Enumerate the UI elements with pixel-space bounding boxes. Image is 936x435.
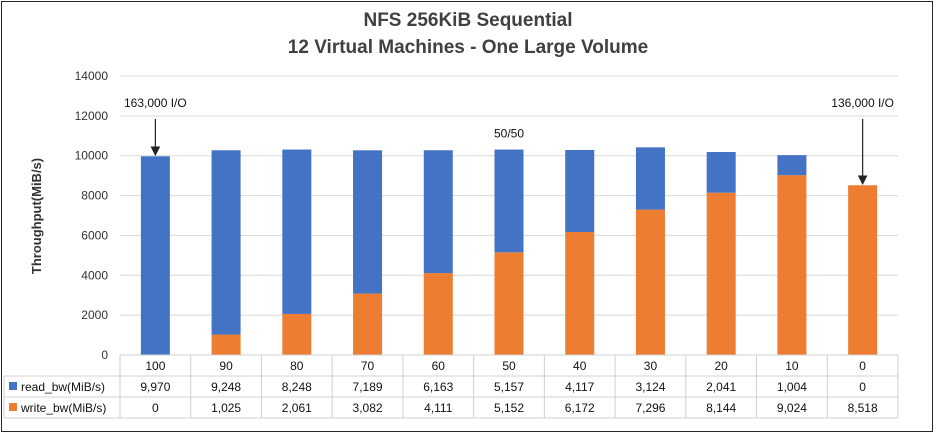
y-axis: 0 2000 4000 6000 8000 10000 12000 14000 bbox=[75, 69, 109, 362]
data-label: 3,124 bbox=[635, 380, 665, 394]
chart-title: NFS 256KiB Sequential bbox=[363, 10, 573, 31]
y-tick-label: 6000 bbox=[81, 228, 108, 242]
bar-read bbox=[635, 147, 665, 210]
data-label: 3,082 bbox=[353, 401, 383, 415]
data-label: 8,248 bbox=[282, 380, 312, 394]
annotation-label: 136,000 I/O bbox=[831, 96, 894, 110]
y-axis-label: Throughput(MiB/s) bbox=[29, 158, 44, 274]
data-label: 9,970 bbox=[140, 380, 170, 394]
data-label: 0 bbox=[859, 380, 866, 394]
data-label: 1,025 bbox=[211, 401, 241, 415]
data-label: 6,163 bbox=[423, 380, 453, 394]
x-tick-label: 20 bbox=[715, 359, 729, 373]
data-label: 2,061 bbox=[282, 401, 312, 415]
annotation-label: 163,000 I/O bbox=[124, 96, 187, 110]
data-label: 6,172 bbox=[565, 401, 595, 415]
data-label: 4,117 bbox=[565, 380, 594, 394]
legend-entry: write_bw(MiB/s) bbox=[20, 401, 106, 415]
data-label: 8,144 bbox=[706, 401, 736, 415]
legend-swatch bbox=[9, 382, 17, 390]
data-label: 1,004 bbox=[777, 380, 807, 394]
data-label: 9,248 bbox=[211, 380, 241, 394]
data-label: 0 bbox=[152, 401, 159, 415]
legend-swatch bbox=[9, 403, 17, 411]
x-tick-label: 80 bbox=[290, 359, 304, 373]
x-tick-label: 0 bbox=[859, 359, 866, 373]
bar-write bbox=[777, 175, 807, 355]
bar-read bbox=[353, 150, 383, 294]
bar-read bbox=[211, 150, 241, 335]
annotations: 163,000 I/O 50/50 136,000 I/O bbox=[124, 96, 894, 186]
bar-write bbox=[282, 313, 312, 355]
x-tick-label: 40 bbox=[573, 359, 587, 373]
bar-read bbox=[706, 152, 736, 193]
x-tick-label: 30 bbox=[644, 359, 658, 373]
x-tick-label: 50 bbox=[502, 359, 516, 373]
y-tick-label: 4000 bbox=[81, 268, 108, 282]
bar-read bbox=[423, 150, 453, 274]
y-tick-label: 12000 bbox=[75, 109, 109, 123]
bar-read bbox=[777, 155, 807, 176]
bar-write bbox=[494, 252, 524, 355]
x-tick-label: 100 bbox=[145, 359, 165, 373]
data-label: 7,296 bbox=[635, 401, 665, 415]
y-tick-label: 14000 bbox=[75, 69, 109, 83]
bar-write bbox=[211, 334, 241, 355]
data-label: 5,152 bbox=[494, 401, 524, 415]
x-tick-label: 90 bbox=[219, 359, 233, 373]
legend-entry: read_bw(MiB/s) bbox=[21, 380, 105, 394]
bar-write bbox=[706, 192, 736, 355]
x-tick-label: 60 bbox=[432, 359, 446, 373]
bar-write bbox=[848, 185, 878, 355]
x-tick-label: 10 bbox=[785, 359, 799, 373]
bar-read bbox=[565, 149, 595, 233]
bar-write bbox=[565, 232, 595, 355]
chart-subtitle: 12 Virtual Machines - One Large Volume bbox=[287, 37, 649, 58]
bar-write bbox=[635, 209, 665, 355]
bar-read bbox=[140, 156, 170, 355]
data-label: 5,157 bbox=[494, 380, 524, 394]
data-label: 2,041 bbox=[706, 380, 736, 394]
bars bbox=[140, 147, 878, 355]
y-tick-label: 10000 bbox=[75, 149, 109, 163]
data-label: 9,024 bbox=[777, 401, 807, 415]
y-tick-label: 8000 bbox=[81, 189, 108, 203]
y-tick-label: 0 bbox=[101, 348, 108, 362]
bar-read bbox=[282, 149, 312, 314]
annotation-label: 50/50 bbox=[494, 127, 524, 141]
data-label: 7,189 bbox=[353, 380, 383, 394]
bar-write bbox=[423, 273, 453, 355]
data-label: 4,111 bbox=[424, 401, 453, 415]
y-tick-label: 2000 bbox=[81, 308, 108, 322]
data-label: 8,518 bbox=[848, 401, 878, 415]
bar-read bbox=[494, 149, 524, 253]
bar-write bbox=[353, 293, 383, 355]
x-tick-label: 70 bbox=[361, 359, 375, 373]
